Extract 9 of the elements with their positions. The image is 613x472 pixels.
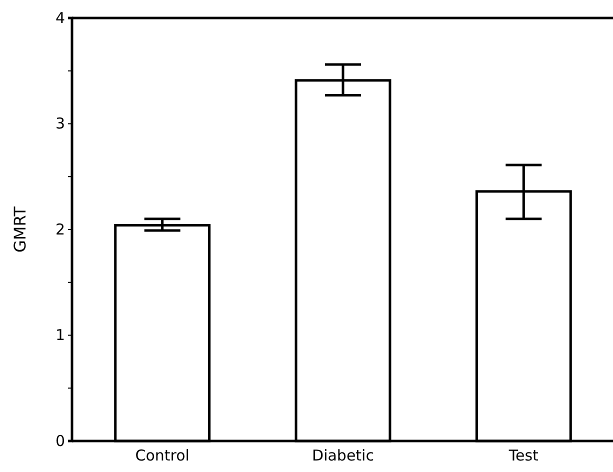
y-tick-label: 0	[55, 432, 65, 450]
x-tick-label: Control	[135, 446, 190, 464]
y-tick-label: 4	[55, 8, 65, 27]
y-tick-label: 2	[55, 220, 65, 238]
y-axis-title: GMRT	[10, 206, 30, 252]
y-tick-label: 3	[55, 114, 65, 133]
x-tick-label: Diabetic	[312, 446, 374, 464]
y-tick-label: 1	[55, 326, 65, 344]
x-tick-label: Test	[508, 446, 539, 464]
